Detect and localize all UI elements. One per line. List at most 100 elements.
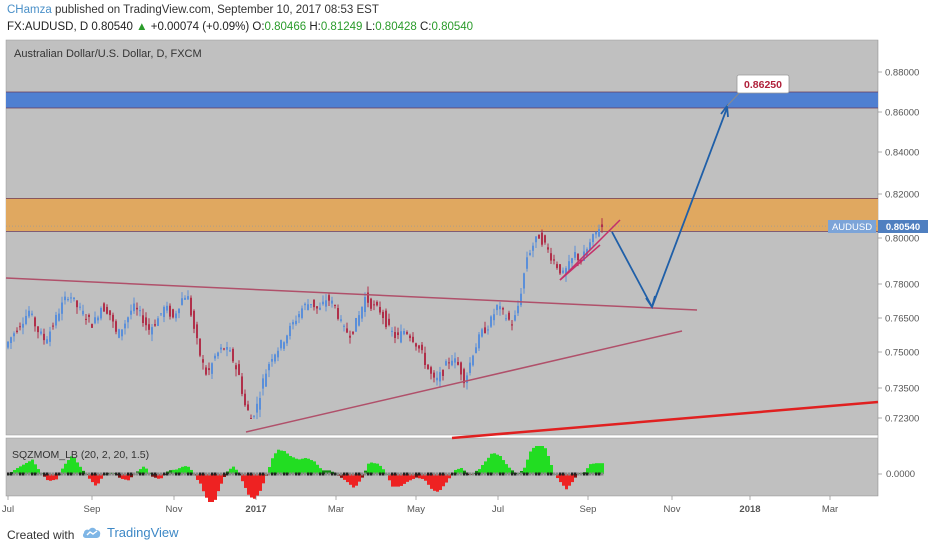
candle-body — [109, 310, 111, 316]
candle-body — [547, 247, 549, 250]
squeeze-dot — [121, 472, 124, 476]
candle-body — [532, 245, 534, 251]
squeeze-dot — [559, 472, 562, 476]
time-axis[interactable] — [6, 496, 878, 518]
candle-body — [31, 313, 33, 315]
candle-body — [205, 367, 207, 375]
candle-body — [370, 298, 372, 309]
candles-layer — [7, 218, 603, 420]
wedge-upper-line[interactable] — [559, 219, 621, 281]
publish-text: published on TradingView.com, September … — [54, 4, 379, 16]
squeeze-dot — [391, 472, 394, 476]
chart-area[interactable]: 0.86250 Australian Dollar/U.S. Dollar, D… — [0, 38, 932, 520]
squeeze-dot — [208, 472, 211, 476]
candle-body — [367, 292, 369, 303]
squeeze-dot — [82, 472, 85, 476]
momentum-bar — [364, 470, 367, 474]
candle-body — [328, 295, 330, 301]
candle-body — [88, 315, 90, 317]
squeeze-dot — [478, 472, 481, 476]
chart-svg[interactable]: 0.86250 Australian Dollar/U.S. Dollar, D… — [0, 38, 932, 520]
momentum-bar — [361, 474, 364, 478]
momentum-bar — [598, 463, 601, 474]
squeeze-dot — [331, 472, 334, 476]
momentum-bar — [526, 459, 529, 474]
squeeze-dot — [55, 472, 58, 476]
momentum-zero-tick: 0.0000 — [886, 469, 915, 480]
squeeze-dot — [142, 472, 145, 476]
wedge-lower-line[interactable] — [559, 244, 601, 281]
tradingview-cloud-icon — [82, 527, 101, 538]
resistance-zone[interactable] — [6, 92, 878, 108]
squeeze-dot — [211, 472, 214, 476]
squeeze-dot — [31, 472, 34, 476]
momentum-bar — [424, 474, 427, 481]
momentum-bar — [283, 451, 286, 474]
momentum-bar — [82, 470, 85, 474]
ascending-trendline[interactable] — [245, 330, 683, 433]
close-value: 0.80540 — [431, 21, 474, 33]
candle-body — [199, 338, 201, 356]
momentum-bar — [433, 474, 436, 491]
squeeze-dot — [541, 472, 544, 476]
momentum-bar — [460, 468, 463, 474]
candle-body — [496, 304, 498, 311]
momentum-bar — [25, 462, 28, 474]
descending-trendline[interactable] — [5, 277, 698, 311]
candle-body — [73, 297, 75, 300]
squeeze-dot — [457, 472, 460, 476]
squeeze-dot — [85, 472, 88, 476]
price-tag-value: 0.80540 — [886, 222, 920, 233]
target-price-label[interactable]: 0.86250 — [736, 74, 790, 94]
candle-body — [355, 318, 357, 332]
squeeze-dot — [379, 472, 382, 476]
author-link[interactable]: CHamza — [7, 4, 52, 16]
candle-body — [103, 303, 105, 312]
candle-body — [70, 297, 72, 299]
momentum-bar — [376, 463, 379, 474]
squeeze-dot — [547, 472, 550, 476]
candle-body — [124, 323, 126, 329]
squeeze-dot — [223, 472, 226, 476]
candle-body — [409, 335, 411, 339]
candle-body — [283, 342, 285, 349]
momentum-bar — [328, 470, 331, 474]
squeeze-dot — [253, 472, 256, 476]
squeeze-dot — [394, 472, 397, 476]
candle-body — [487, 329, 489, 331]
momentum-bar — [484, 461, 487, 474]
squeeze-dot — [79, 472, 82, 476]
momentum-bar — [490, 453, 493, 474]
candle-body — [223, 348, 225, 350]
candle-body — [517, 305, 519, 314]
momentum-bar — [79, 466, 82, 474]
momentum-bar — [550, 465, 553, 474]
candle-body — [394, 332, 396, 338]
candle-body — [364, 297, 366, 313]
momentum-bar — [13, 469, 16, 474]
candle-body — [520, 293, 522, 306]
candle-body — [514, 315, 516, 321]
squeeze-dot — [373, 472, 376, 476]
close-label: C: — [419, 21, 432, 33]
squeeze-dot — [73, 472, 76, 476]
tradingview-logo[interactable]: TradingView — [82, 525, 179, 540]
momentum-bar — [445, 474, 448, 483]
candle-body — [535, 236, 537, 243]
candle-body — [337, 308, 339, 319]
candle-body — [58, 313, 60, 321]
squeeze-dot — [13, 472, 16, 476]
price-axis[interactable] — [878, 40, 930, 496]
momentum-bar — [442, 474, 445, 487]
squeeze-dot — [124, 472, 127, 476]
momentum-bar — [88, 474, 91, 479]
candle-body — [232, 349, 234, 362]
candle-body — [154, 324, 156, 326]
candle-body — [448, 362, 450, 364]
long-term-support-line[interactable] — [451, 400, 879, 440]
candle-body — [217, 352, 219, 357]
candle-body — [565, 268, 567, 276]
candle-body — [202, 359, 204, 363]
squeeze-dot — [430, 472, 433, 476]
squeeze-dot — [280, 472, 283, 476]
